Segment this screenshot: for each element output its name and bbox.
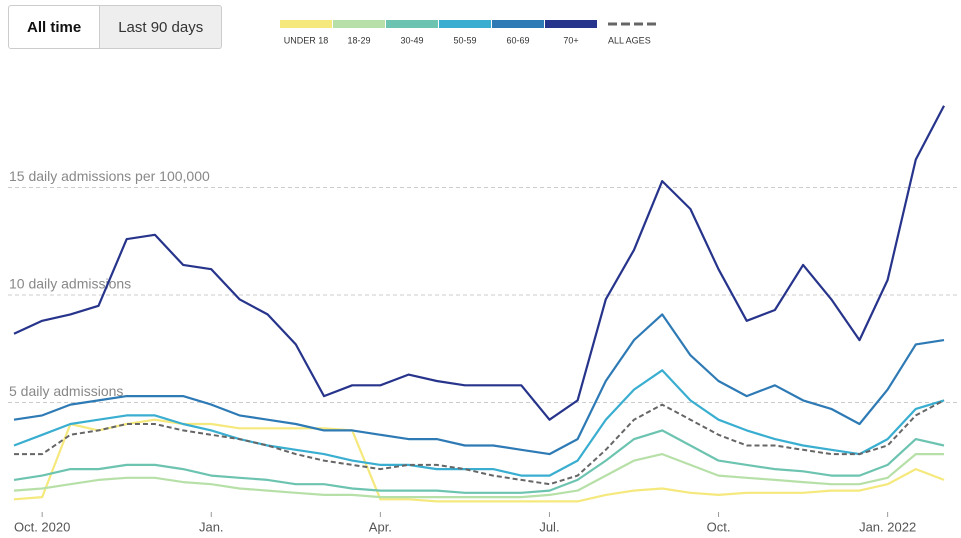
x-tick-label: Apr. [369,519,392,534]
y-tick-label: 5 daily admissions [9,383,123,399]
legend-swatch [439,20,491,28]
legend-swatch [333,20,385,28]
x-tick-label: Jan. [199,519,224,534]
series-line [13,429,945,494]
legend-swatch [386,20,438,28]
legend-label: 70+ [563,35,578,45]
x-tick-label: Oct. [707,519,731,534]
legend-label: 18-29 [347,35,370,45]
series-line [13,418,945,503]
legend-swatch [280,20,332,28]
series-line [13,369,945,477]
legend-label: UNDER 18 [284,35,329,45]
legend-label: 60-69 [506,35,529,45]
legend-swatch [545,20,597,28]
series-line [13,313,945,456]
series-line [14,399,945,486]
x-tick-label: Jan. 2022 [859,519,916,534]
button[interactable]: Last 90 days [100,5,223,49]
y-tick-label: 15 daily admissions per 100,000 [9,168,210,184]
range-toggle: All time Last 90 days [8,5,223,49]
legend-swatch [492,20,544,28]
y-tick-label: 10 daily admissions [9,276,131,292]
x-tick-label: Jul. [539,519,559,534]
legend-label: 50-59 [453,35,476,45]
button[interactable]: All time [8,5,101,49]
legend-label: ALL AGES [608,35,651,45]
series-line [13,453,944,499]
series-line [13,105,945,421]
x-tick-label: Oct. 2020 [14,519,70,534]
legend-label: 30-49 [400,35,423,45]
